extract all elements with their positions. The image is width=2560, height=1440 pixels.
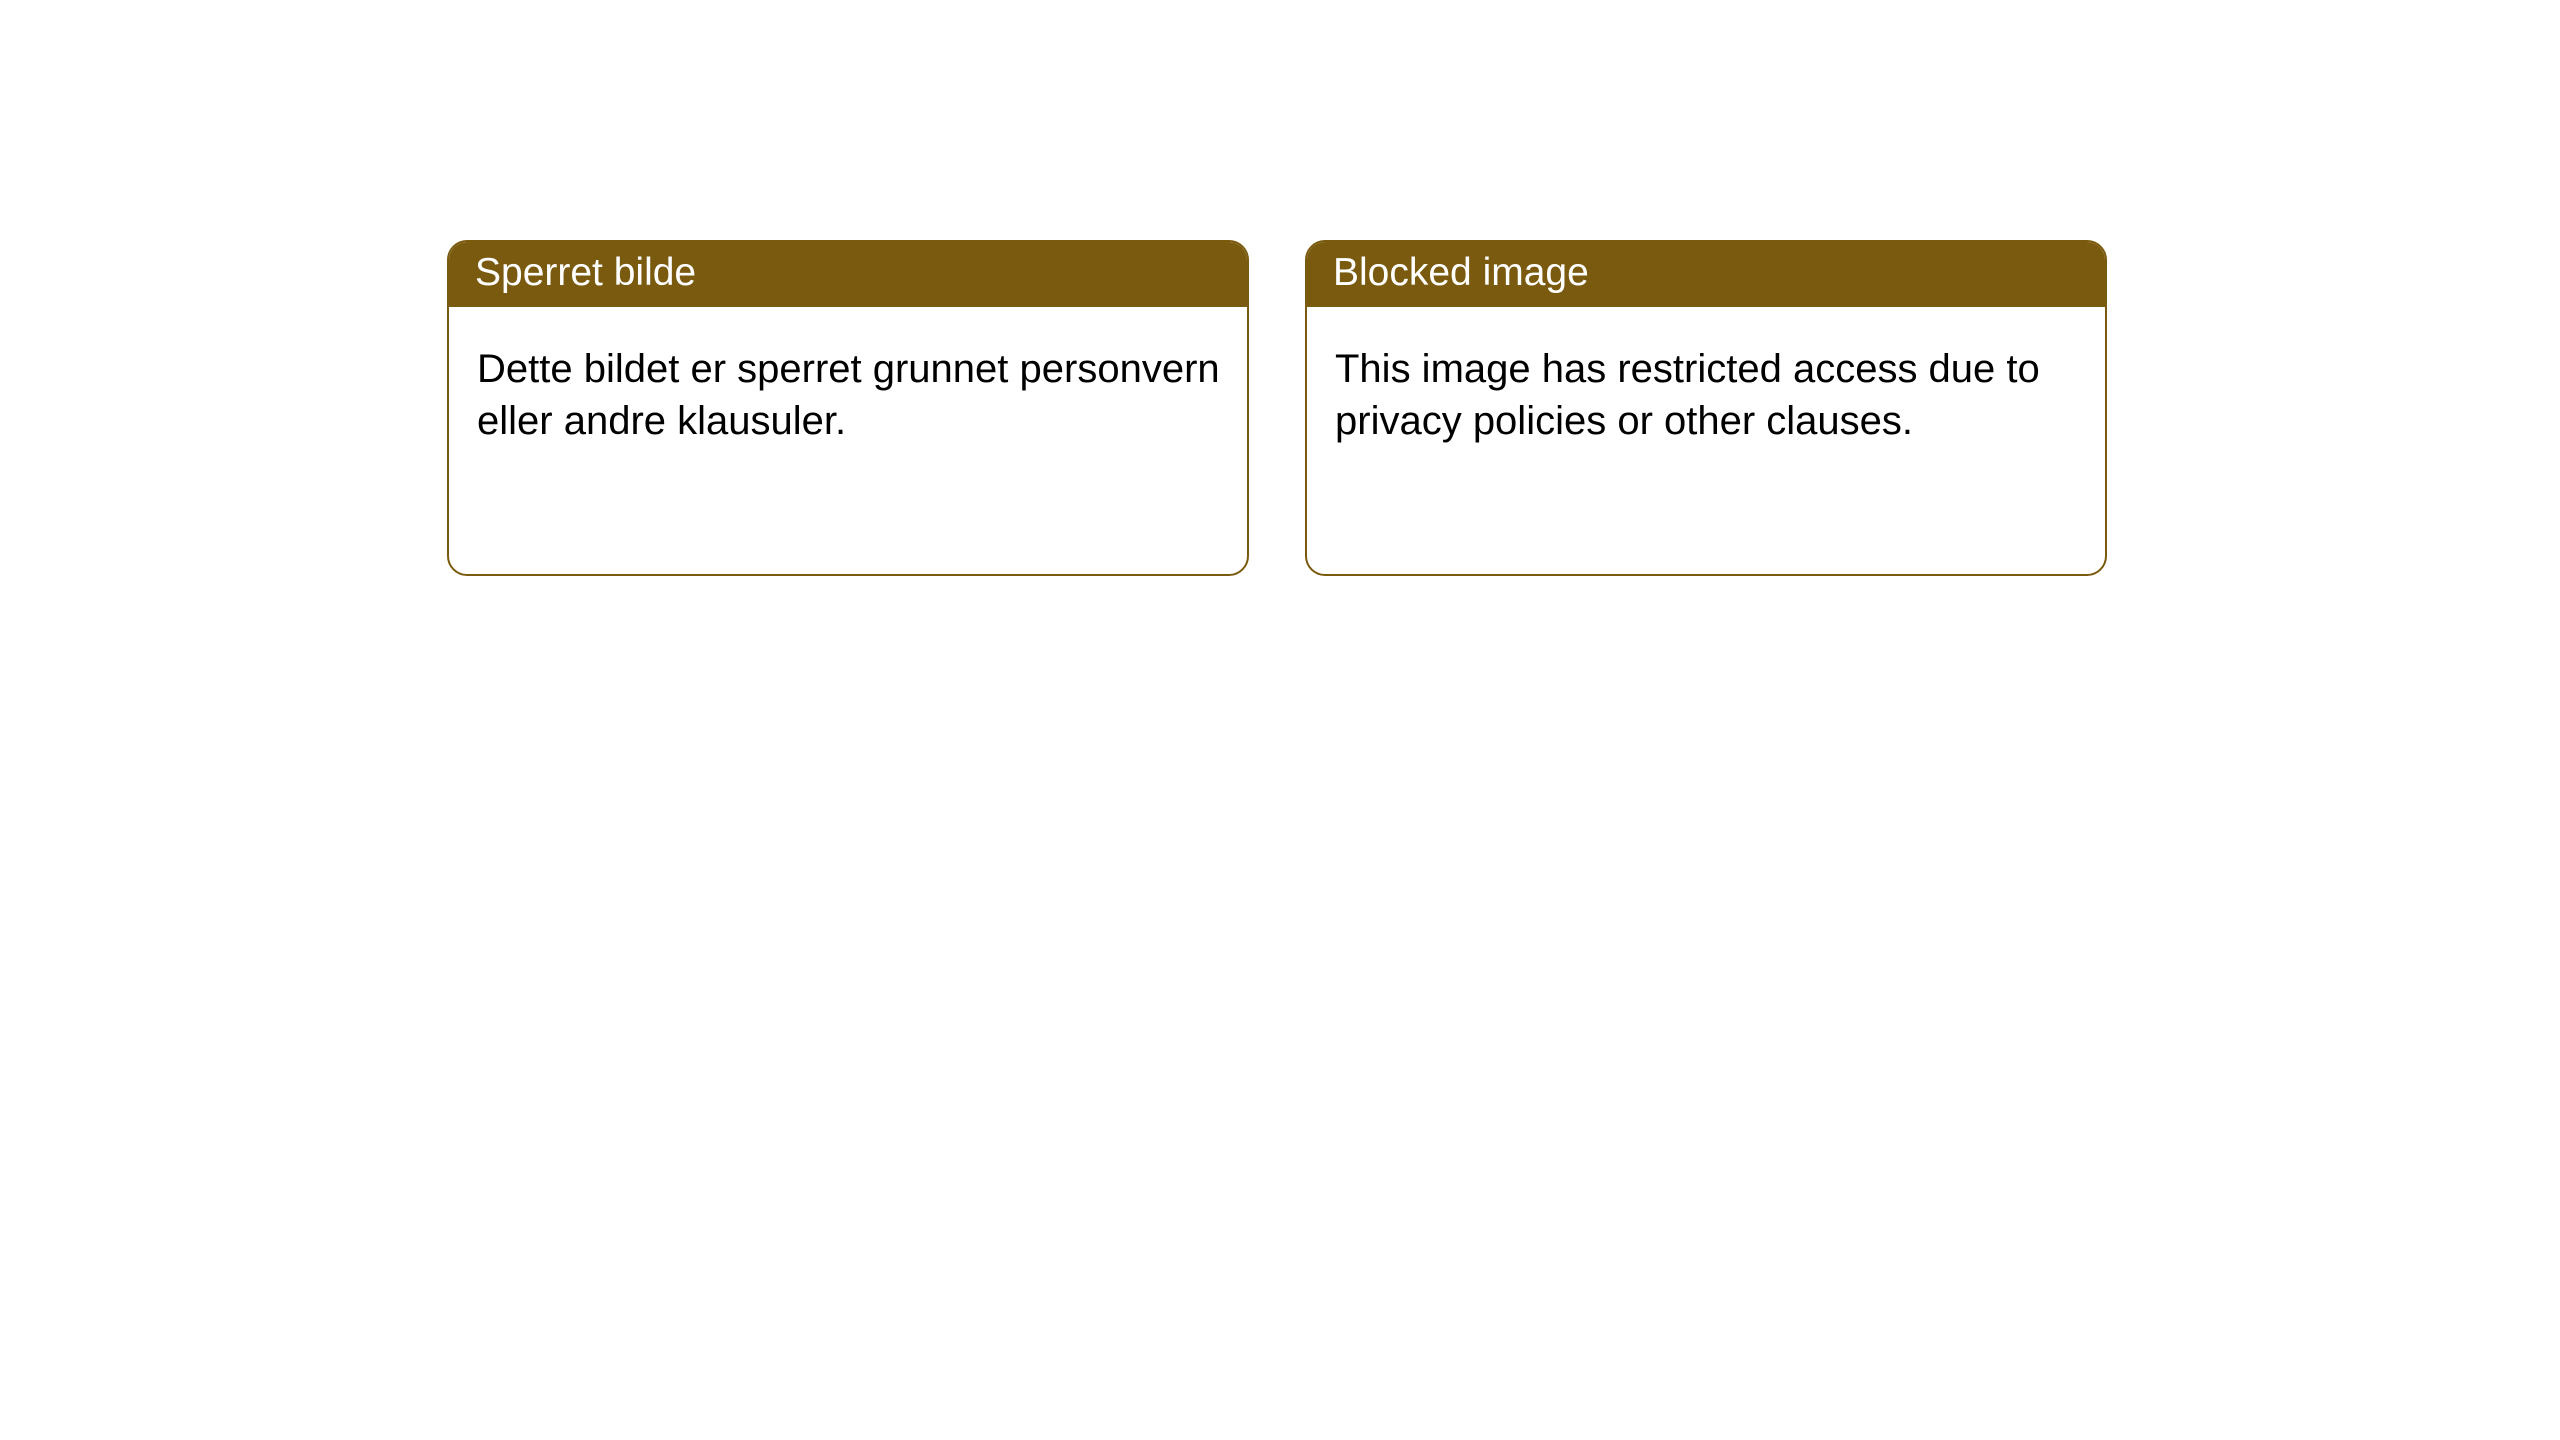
- card-header-no: Sperret bilde: [449, 242, 1247, 307]
- card-body-no: Dette bildet er sperret grunnet personve…: [449, 307, 1247, 473]
- blocked-image-card-en: Blocked image This image has restricted …: [1305, 240, 2107, 576]
- blocked-image-card-no: Sperret bilde Dette bildet er sperret gr…: [447, 240, 1249, 576]
- card-header-en: Blocked image: [1307, 242, 2105, 307]
- card-container: Sperret bilde Dette bildet er sperret gr…: [0, 0, 2560, 576]
- card-body-en: This image has restricted access due to …: [1307, 307, 2105, 473]
